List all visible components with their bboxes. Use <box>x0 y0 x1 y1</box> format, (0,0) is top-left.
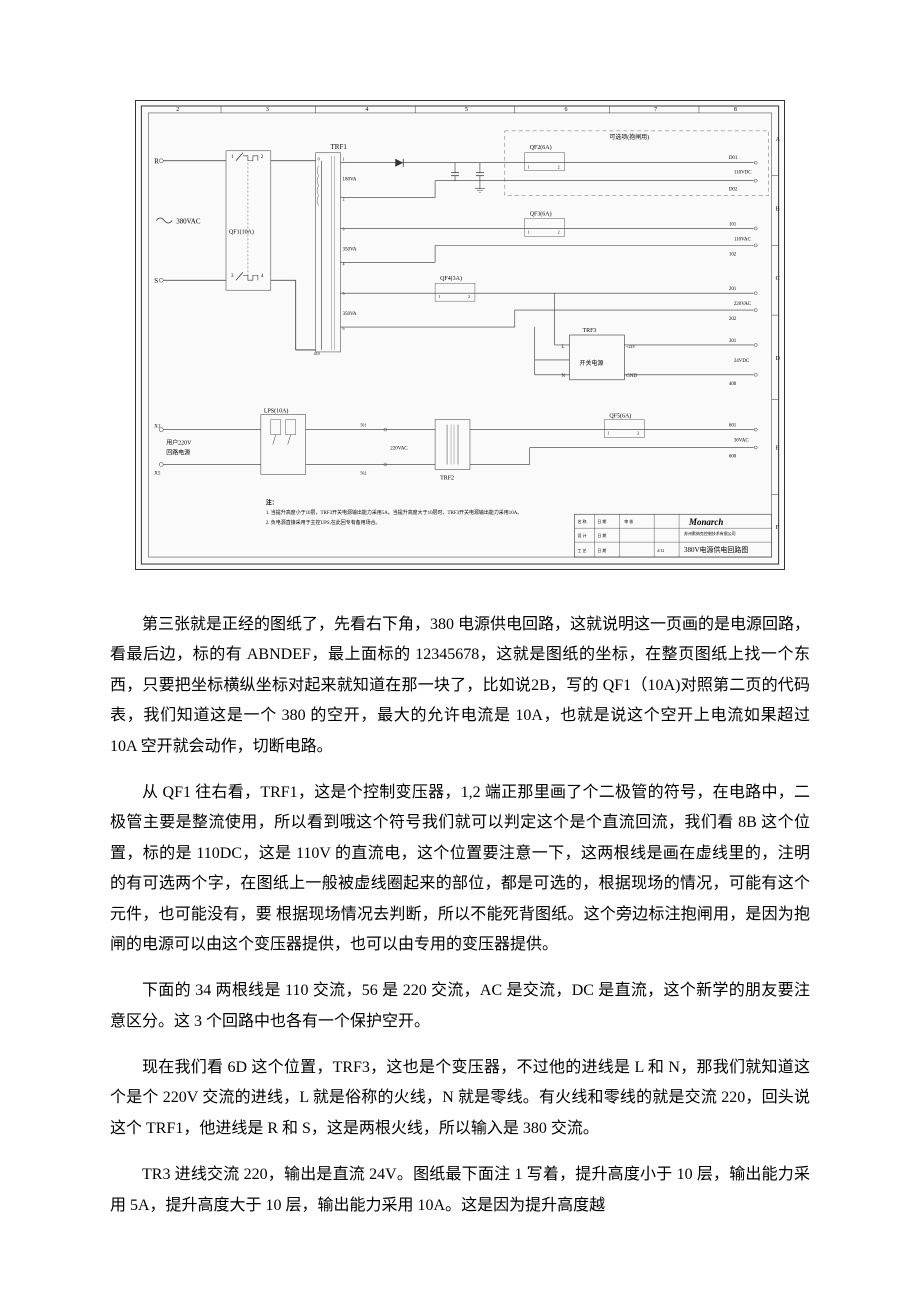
note-title: 注： <box>266 498 278 506</box>
svg-text:3: 3 <box>343 226 345 231</box>
x5-label: X5 <box>154 471 161 476</box>
svg-text:4: 4 <box>261 274 264 279</box>
svg-text:2: 2 <box>558 229 560 234</box>
trf1-label: TRF1 <box>331 143 348 151</box>
out-201: 201 <box>729 287 737 292</box>
qf5-label: QF5(6A) <box>609 413 631 420</box>
col-label: 4 <box>365 107 368 113</box>
output-110dc: 110VDC <box>734 171 752 176</box>
output-24vdc: 24VDC <box>734 359 750 364</box>
out-600: 600 <box>729 454 737 459</box>
out-601: 601 <box>729 424 737 429</box>
svg-text:0: 0 <box>318 157 320 162</box>
loop-label: 回路电源 <box>166 448 190 456</box>
svg-text:2: 2 <box>558 165 560 170</box>
out-301: 301 <box>729 339 737 344</box>
row-label: D <box>776 356 781 362</box>
l-label: L <box>562 345 565 350</box>
svg-text:3: 3 <box>231 274 234 279</box>
out-202: 202 <box>729 317 737 322</box>
svg-text:设 计: 设 计 <box>577 533 586 538</box>
output-220ac: 220VAC <box>734 302 752 307</box>
switch-ps-label: 开关电源 <box>579 359 603 367</box>
svg-text:220VAC: 220VAC <box>390 447 408 452</box>
col-label: 2 <box>176 107 179 113</box>
va-label: 350VA <box>343 312 357 317</box>
trf2-label: TRF2 <box>440 475 454 481</box>
col-label: 8 <box>734 107 737 113</box>
qf3-label: QF3(6A) <box>530 211 552 218</box>
out-101: 101 <box>729 222 737 227</box>
row-label: E <box>776 446 780 452</box>
qf4-label: QF4(3A) <box>440 275 462 282</box>
sheet-number: 4/12 <box>657 548 664 553</box>
output-110ac: 110VAC <box>734 237 752 242</box>
svg-text:2: 2 <box>468 294 470 299</box>
paragraph-4: 现在我们看 6D 这个位置，TRF3，这也是个变压器，不过他的进线是 L 和 N… <box>110 1053 810 1144</box>
qf2-label: QF2(6A) <box>530 144 552 151</box>
row-label: C <box>776 276 780 282</box>
svg-text:1: 1 <box>528 165 530 170</box>
row-label: B <box>776 207 780 213</box>
col-label: 3 <box>266 107 269 113</box>
lps-label: LPS(10A) <box>264 408 289 415</box>
paragraph-1: 第三张就是正经的图纸了，先看右下角，380 电源供电回路，这就说明这一页画的是电… <box>110 610 810 762</box>
qf1-label: QF1(10A) <box>229 228 254 235</box>
company-label: 苏州默纳克控制技术有限公司 <box>684 531 736 536</box>
drawing-title: 380V电源供电回路图 <box>684 545 748 554</box>
input-r-label: R <box>154 158 159 166</box>
col-label: 5 <box>465 107 468 113</box>
col-label: 7 <box>654 107 657 113</box>
voltage-380-label: 380VAC <box>176 217 201 225</box>
svg-text:410: 410 <box>314 351 320 356</box>
svg-text:1: 1 <box>343 157 345 162</box>
svg-text:1: 1 <box>528 229 530 234</box>
svg-text:36VAC: 36VAC <box>734 439 750 444</box>
col-label: 6 <box>565 107 568 113</box>
svg-text:2: 2 <box>261 155 264 160</box>
note2: 2. 负电源直接采用于主控UPS,在此回专有备用场合。 <box>266 519 381 526</box>
svg-text:日 期: 日 期 <box>597 548 606 553</box>
svg-text:5: 5 <box>343 291 345 296</box>
out-400: 400 <box>729 382 737 387</box>
out-d01: D01 <box>729 156 738 161</box>
va-label: 180VA <box>343 178 357 183</box>
paragraph-5: TR3 进线交流 220，输出是直流 24V。图纸最下面注 1 写着，提升高度小… <box>110 1160 810 1221</box>
svg-text:502: 502 <box>360 470 366 475</box>
optional-label: 可选项(抱闸用) <box>609 133 649 141</box>
circuit-diagram: 2 3 4 5 6 7 8 A B C D E F R S 380VAC <box>135 100 785 570</box>
input-s-label: S <box>154 277 158 285</box>
paragraph-2: 从 QF1 往右看，TRF1，这是个控制变压器，1,2 端正那里画了个二极管的符… <box>110 778 810 960</box>
svg-text:501: 501 <box>360 423 366 428</box>
note1: 1. 当提升高度小于10层，TRF3开关电源输出能力采用5A。当提升高度大于10… <box>266 509 522 516</box>
user-220v-label: 用户220V <box>166 439 192 447</box>
out-d02: D02 <box>729 188 738 193</box>
svg-text:2: 2 <box>637 431 639 436</box>
va-label: 350VA <box>343 247 357 252</box>
explanation-text: 第三张就是正经的图纸了，先看右下角，380 电源供电回路，这就说明这一页画的是电… <box>0 590 920 1267</box>
svg-text:日 期: 日 期 <box>597 533 606 538</box>
trf3-label: TRF3 <box>582 328 596 334</box>
svg-text:1: 1 <box>438 294 440 299</box>
svg-text:工 艺: 工 艺 <box>577 548 586 553</box>
svg-text:1: 1 <box>231 155 234 160</box>
out-102: 102 <box>729 252 737 257</box>
x1-label: X1 <box>154 425 161 430</box>
svg-text:名 称: 名 称 <box>577 519 586 524</box>
svg-text:审 核: 审 核 <box>624 519 633 524</box>
paragraph-3: 下面的 34 两根线是 110 交流，56 是 220 交流，AC 是交流，DC… <box>110 976 810 1037</box>
brand-label: Monarch <box>688 517 723 527</box>
svg-text:日 期: 日 期 <box>597 519 606 524</box>
svg-text:1: 1 <box>607 431 609 436</box>
diagram-svg: 2 3 4 5 6 7 8 A B C D E F R S 380VAC <box>136 101 784 569</box>
row-label: A <box>776 137 781 143</box>
